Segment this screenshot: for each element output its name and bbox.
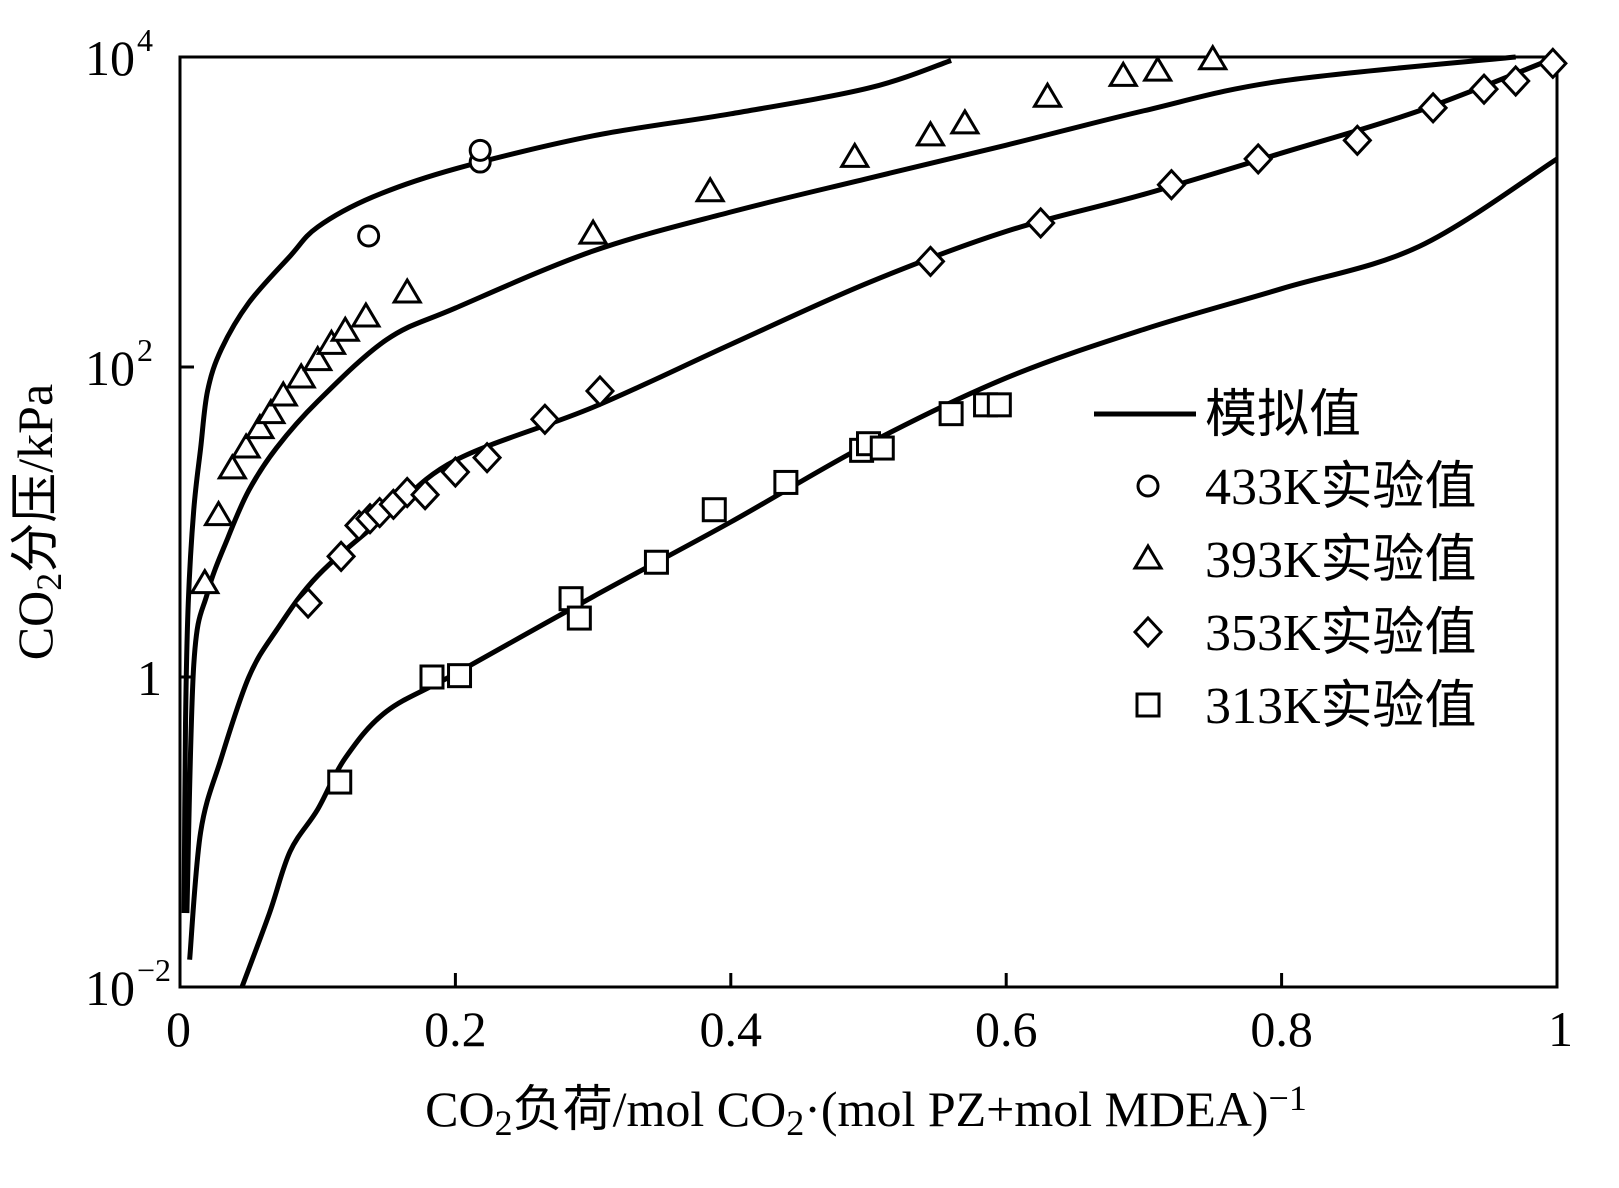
legend-item: 353K实验值 bbox=[1132, 605, 1477, 662]
triangle-point bbox=[244, 412, 276, 440]
triangle-point bbox=[202, 499, 235, 527]
diamond-point bbox=[1156, 168, 1187, 201]
square-point bbox=[643, 549, 669, 575]
circle-point bbox=[468, 138, 492, 162]
square-point bbox=[773, 469, 799, 495]
diamond-point bbox=[293, 586, 324, 620]
y-axis-title-text: CO2分压/kPa bbox=[7, 384, 69, 660]
square-point bbox=[447, 663, 473, 689]
legend-item: 模拟值 bbox=[1094, 387, 1361, 444]
diamond-point bbox=[472, 441, 503, 474]
legend-label: 313K实验值 bbox=[1205, 678, 1477, 735]
legend-diamond-swatch bbox=[1132, 615, 1164, 649]
triangle-point bbox=[267, 380, 299, 407]
x-tick-label: 0.2 bbox=[424, 1001, 487, 1057]
square-point bbox=[419, 664, 445, 690]
triangle-point bbox=[189, 567, 221, 595]
square-point bbox=[938, 401, 964, 427]
diamond-point bbox=[1537, 47, 1568, 80]
x-tick-label: 0.6 bbox=[975, 1001, 1038, 1057]
square-point bbox=[869, 435, 895, 461]
y-tick-label: 10 bbox=[85, 30, 135, 86]
triangle-point bbox=[1142, 55, 1174, 82]
y-tick-exponent: −2 bbox=[137, 952, 171, 988]
diamond-point bbox=[584, 374, 616, 408]
diamond-point bbox=[392, 476, 423, 509]
legend-item: 433K实验值 bbox=[1136, 459, 1477, 516]
model-curves bbox=[181, 54, 1559, 988]
circle-point bbox=[357, 224, 381, 248]
plot-frame bbox=[178, 55, 1559, 989]
triangle-point bbox=[285, 361, 317, 389]
square-point bbox=[327, 769, 353, 795]
diamond-point bbox=[1500, 64, 1531, 98]
legend-circle-swatch bbox=[1136, 474, 1160, 498]
diamond-point bbox=[1243, 142, 1274, 176]
x-tick-label: 0 bbox=[166, 1001, 191, 1057]
y-tick-exponent: 2 bbox=[137, 332, 153, 368]
triangle-point bbox=[315, 328, 348, 355]
legend-label: 模拟值 bbox=[1205, 387, 1361, 444]
triangle-point bbox=[1197, 43, 1229, 71]
triangle-point bbox=[577, 218, 609, 245]
diamond-point bbox=[410, 478, 441, 511]
legend-label: 433K实验值 bbox=[1205, 459, 1477, 516]
model-curve-2 bbox=[184, 54, 1516, 914]
triangle-point bbox=[391, 277, 423, 304]
triangle-point bbox=[949, 107, 981, 135]
x-tick-label: 1 bbox=[1548, 1001, 1573, 1057]
diamond-point bbox=[1342, 124, 1373, 157]
triangle-point bbox=[914, 119, 947, 147]
plot-border bbox=[178, 55, 1559, 989]
legend: 模拟值 433K实验值 393K实验值 353K实验值 313K实验值 bbox=[1094, 387, 1477, 735]
y-axis-title: CO2分压/kPa bbox=[7, 384, 69, 660]
y-tick-label: 10 bbox=[85, 960, 135, 1016]
square-point bbox=[701, 497, 727, 523]
triangle-point bbox=[255, 397, 287, 425]
model-curve-4 bbox=[239, 156, 1559, 988]
square-point bbox=[986, 392, 1012, 418]
x-axis: 0 0.2 0.4 0.6 0.8 1 bbox=[166, 973, 1573, 1057]
triangle-point bbox=[230, 432, 262, 459]
experimental-points bbox=[189, 43, 1568, 795]
triangle-point bbox=[216, 452, 248, 480]
x-axis-title: CO2负荷/mol CO2·(mol PZ+mol MDEA)−1 bbox=[425, 1078, 1307, 1143]
diamond-point bbox=[1025, 206, 1056, 240]
legend-square-swatch bbox=[1135, 692, 1161, 718]
legend-label: 353K实验值 bbox=[1205, 605, 1477, 662]
x-tick-label: 0.4 bbox=[700, 1001, 763, 1057]
y-tick-exponent: 4 bbox=[137, 22, 153, 58]
triangle-point bbox=[839, 141, 871, 168]
diamond-point bbox=[1468, 72, 1500, 106]
legend-label: 393K实验值 bbox=[1205, 532, 1477, 589]
legend-item: 393K实验值 bbox=[1132, 532, 1477, 589]
model-curve-1 bbox=[181, 58, 952, 914]
triangle-point bbox=[1031, 81, 1064, 108]
x-axis-title-text: CO2负荷/mol CO2·(mol PZ+mol MDEA)−1 bbox=[425, 1078, 1307, 1143]
diamond-point bbox=[440, 455, 471, 489]
triangle-point bbox=[1107, 60, 1139, 87]
diamond-point bbox=[326, 540, 357, 573]
diamond-point bbox=[1418, 91, 1449, 125]
legend-triangle-swatch bbox=[1132, 543, 1164, 570]
legend-item: 313K实验值 bbox=[1135, 678, 1477, 735]
y-tick-label: 1 bbox=[137, 650, 162, 706]
diamond-point bbox=[529, 403, 560, 436]
triangle-point bbox=[329, 315, 361, 342]
square-point bbox=[566, 605, 592, 631]
y-tick-label: 10 bbox=[85, 340, 135, 396]
diamond-point bbox=[915, 245, 946, 278]
triangle-point bbox=[302, 344, 334, 372]
x-tick-label: 0.8 bbox=[1250, 1001, 1313, 1057]
triangle-point bbox=[694, 175, 726, 203]
triangle-point bbox=[350, 301, 382, 328]
